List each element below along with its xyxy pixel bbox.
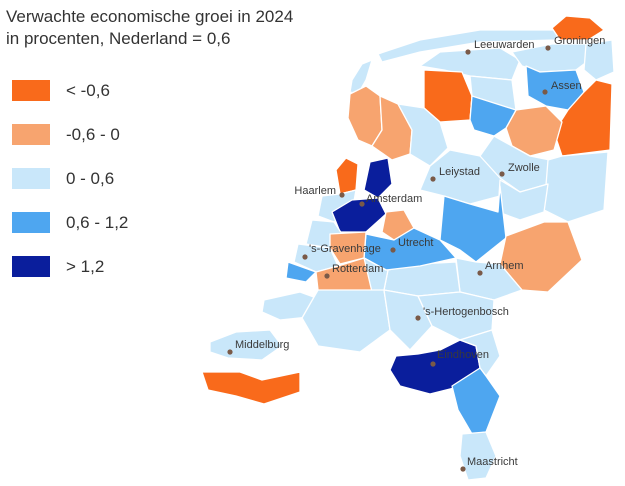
city-label: Leeuwarden bbox=[474, 39, 535, 51]
map-title: Verwachte economische groei in 2024 in p… bbox=[6, 6, 293, 50]
legend-label: < -0,6 bbox=[66, 81, 110, 100]
region-alkmaar bbox=[335, 157, 359, 195]
city-marker: Rotterdam bbox=[324, 263, 383, 279]
city-label: Amsterdam bbox=[366, 193, 422, 205]
city-dot bbox=[415, 315, 421, 321]
city-label: Haarlem bbox=[294, 185, 336, 197]
city-marker: Middelburg bbox=[227, 339, 289, 355]
city-marker: Eindhoven bbox=[430, 349, 489, 367]
city-dot bbox=[477, 270, 483, 276]
region-layer bbox=[201, 15, 615, 481]
region-zeeuws-vlaanderen bbox=[201, 371, 301, 405]
city-label: Leiystad bbox=[439, 166, 480, 178]
city-marker: Groningen bbox=[545, 35, 605, 51]
city-dot bbox=[542, 89, 548, 95]
city-label: Assen bbox=[551, 80, 582, 92]
city-label: Zwolle bbox=[508, 162, 540, 174]
region-midden-noord-brabant bbox=[383, 289, 433, 351]
legend-swatch bbox=[12, 168, 50, 189]
city-dot bbox=[339, 192, 345, 198]
city-marker: Leeuwarden bbox=[465, 39, 535, 55]
city-label: Groningen bbox=[554, 35, 605, 47]
city-dot bbox=[227, 349, 233, 355]
city-label: 's-Gravenhage bbox=[309, 243, 381, 255]
city-marker: Zwolle bbox=[499, 162, 540, 177]
region-ijsselmeer-north bbox=[397, 103, 449, 167]
legend-swatch bbox=[12, 212, 50, 233]
city-marker: Utrecht bbox=[390, 237, 433, 253]
legend-label: > 1,2 bbox=[66, 257, 105, 276]
region-zuidoost-zuid-holland bbox=[363, 257, 389, 293]
region-midden-limburg bbox=[451, 367, 501, 435]
city-marker: 's-Hertogenbosch bbox=[415, 306, 509, 321]
city-label: Maastricht bbox=[467, 456, 518, 468]
city-label: 's-Hertogenbosch bbox=[423, 306, 509, 318]
city-dot bbox=[359, 201, 365, 207]
legend-swatch bbox=[12, 80, 50, 101]
city-marker: Haarlem bbox=[294, 185, 345, 198]
city-dot bbox=[302, 254, 308, 260]
city-label: Arnhem bbox=[485, 260, 524, 272]
region-wadden-islands bbox=[377, 29, 561, 63]
city-marker: Leiystad bbox=[430, 166, 480, 182]
city-marker: Assen bbox=[542, 80, 582, 95]
region-zaanstreek bbox=[363, 157, 393, 199]
city-dot bbox=[499, 171, 505, 177]
legend-swatch bbox=[12, 256, 50, 277]
region-delft-westland bbox=[285, 261, 317, 283]
city-dot bbox=[324, 273, 330, 279]
region-north-groningen-coast bbox=[551, 15, 605, 41]
region-twente bbox=[543, 151, 609, 223]
legend-label: 0 - 0,6 bbox=[66, 169, 115, 188]
city-dot bbox=[430, 176, 436, 182]
region-groningen-east bbox=[583, 39, 615, 81]
city-dot bbox=[465, 49, 471, 55]
city-marker: Amsterdam bbox=[359, 193, 422, 207]
city-dot bbox=[545, 45, 551, 51]
city-label: Utrecht bbox=[398, 237, 433, 249]
map-title-line-1: Verwachte economische groei in 2024 bbox=[6, 7, 294, 26]
city-marker: Maastricht bbox=[460, 456, 518, 472]
city-marker: Arnhem bbox=[477, 260, 524, 276]
city-layer: Groningen Leeuwarden Assen Leiystad Zwolle Ha… bbox=[227, 35, 605, 472]
city-dot bbox=[460, 466, 466, 472]
region-zuid-limburg bbox=[459, 431, 497, 481]
city-dot bbox=[390, 247, 396, 253]
city-label: Rotterdam bbox=[332, 263, 383, 275]
legend-swatch bbox=[12, 124, 50, 145]
city-dot bbox=[430, 361, 436, 367]
region-texel bbox=[349, 59, 373, 95]
legend-label: 0,6 - 1,2 bbox=[66, 213, 129, 232]
map-title-line-2: in procenten, Nederland = 0,6 bbox=[6, 29, 231, 48]
legend-label: -0,6 - 0 bbox=[66, 125, 120, 144]
region-groot-rijnmond-north bbox=[329, 231, 367, 265]
city-marker: 's-Gravenhage bbox=[302, 243, 381, 260]
region-west-noord-brabant bbox=[301, 289, 391, 353]
city-label: Middelburg bbox=[235, 339, 289, 351]
city-label: Eindhoven bbox=[437, 349, 489, 361]
